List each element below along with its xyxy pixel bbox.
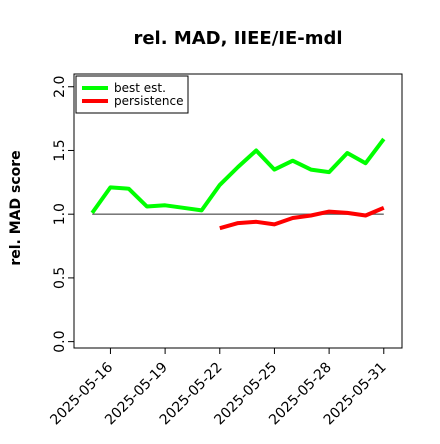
chart-title: rel. MAD, IIEE/IE-mdl bbox=[133, 28, 342, 49]
legend-box bbox=[75, 75, 189, 114]
plot-frame bbox=[73, 73, 403, 349]
y-axis: 0.0 0.5 1.0 1.5 2.0 bbox=[52, 76, 74, 353]
y-tick-label: 0.0 bbox=[52, 330, 68, 352]
y-tick-label: 0.5 bbox=[52, 267, 68, 289]
series-layer bbox=[90, 137, 386, 231]
legend-label-best-est: best est. bbox=[114, 81, 166, 95]
y-tick-label: 1.0 bbox=[52, 203, 68, 225]
y-tick-label: 1.5 bbox=[52, 139, 68, 161]
series-line-persistence bbox=[219, 205, 385, 231]
legend-label-persistence: persistence bbox=[114, 94, 183, 108]
x-axis: 2025-05-162025-05-192025-05-222025-05-25… bbox=[47, 348, 390, 428]
y-tick-label: 2.0 bbox=[52, 76, 68, 98]
legend: best est. persistence bbox=[75, 75, 189, 114]
series-line-best-est bbox=[90, 137, 386, 215]
y-axis-label: rel. MAD score bbox=[8, 150, 24, 265]
